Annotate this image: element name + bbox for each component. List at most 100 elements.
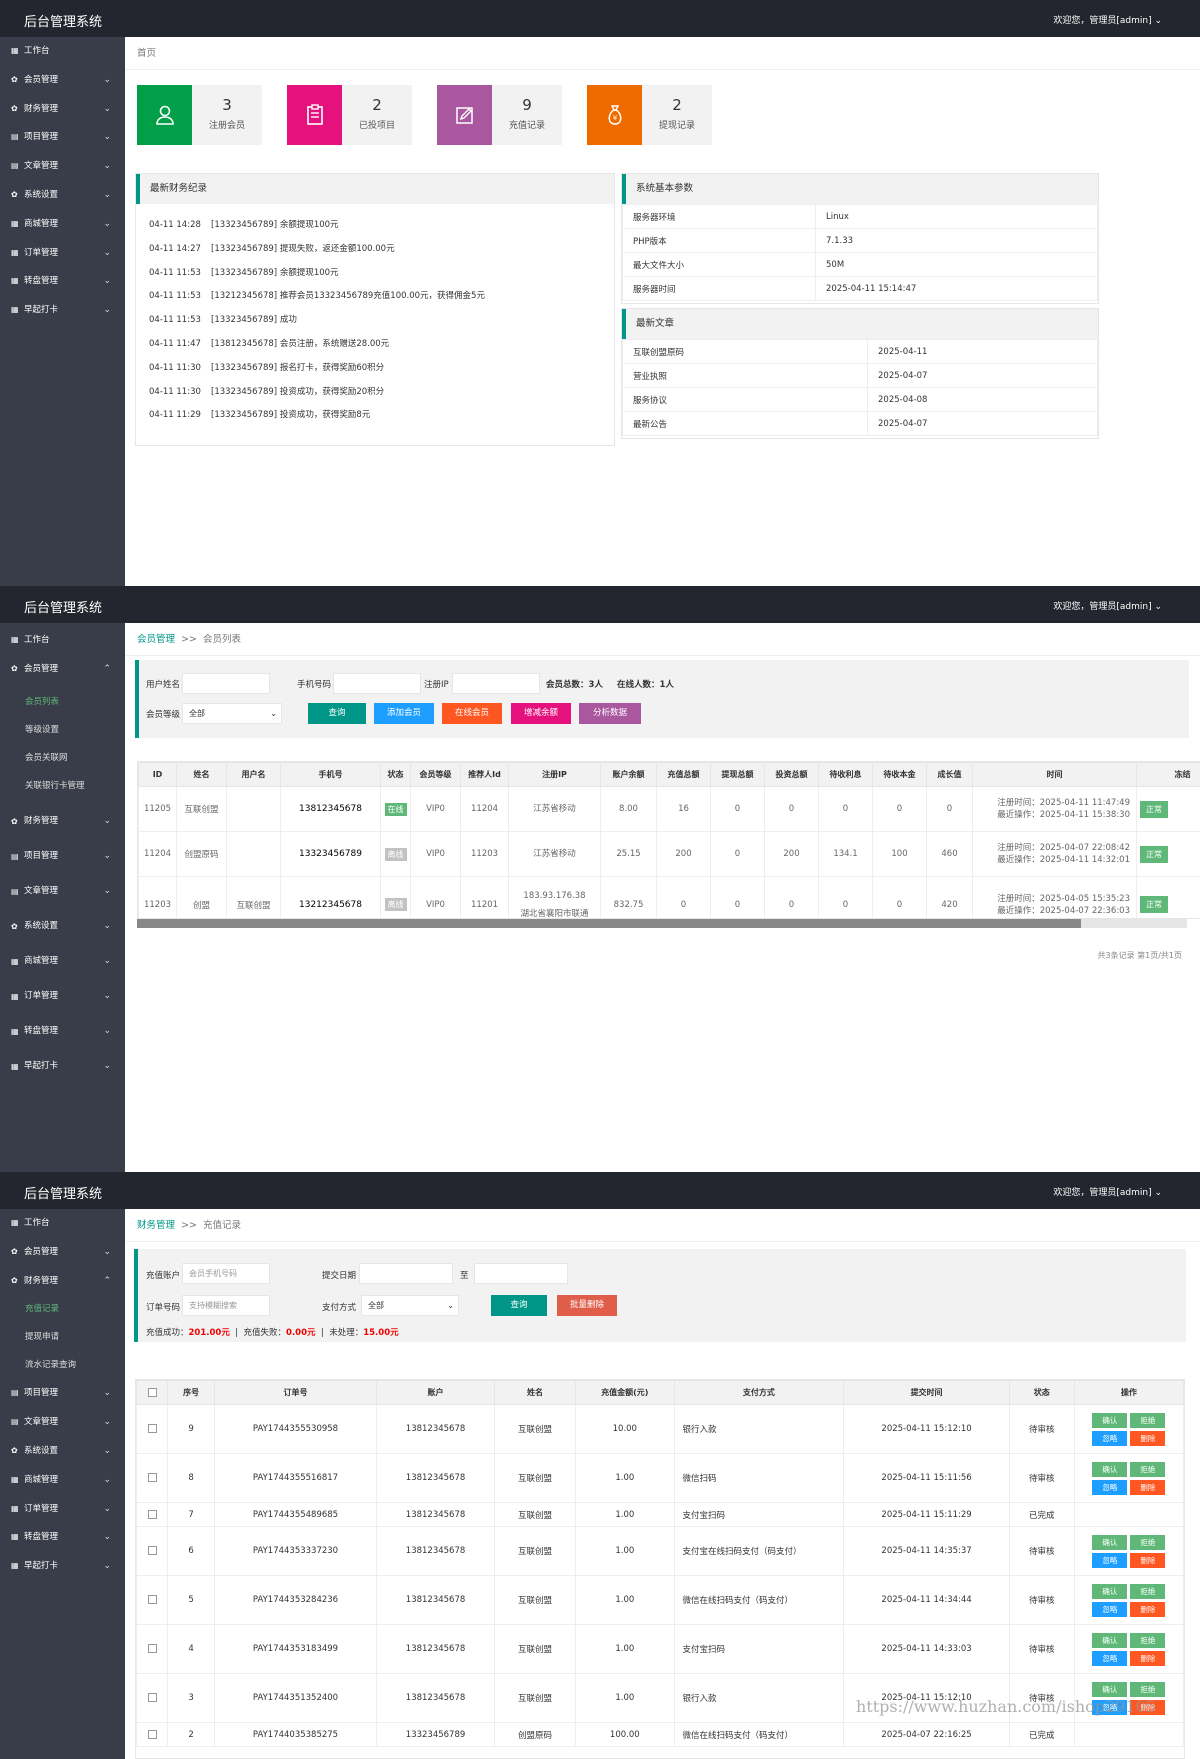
phone-input[interactable] [333, 673, 421, 694]
user-menu[interactable]: 欢迎您，管理员[admin] ⌄ [1053, 16, 1162, 26]
row-checkbox[interactable] [147, 1424, 157, 1433]
ignore-button[interactable]: 忽略 [1092, 1601, 1128, 1617]
nav-project[interactable]: ▤ 项目管理 ⌄ [0, 123, 125, 152]
reject-button[interactable]: 拒绝 [1130, 1461, 1166, 1477]
nav-workbench[interactable]: ▦ 工作台 [0, 37, 125, 66]
nav-mall[interactable]: ▦ 商城管理 ⌄ [0, 1466, 125, 1495]
nav-checkin[interactable]: ▦ 早起打卡 ⌄ [0, 296, 125, 325]
online-members-button[interactable]: 在线会员 [442, 703, 502, 724]
sub-member-network[interactable]: 会员关联网 [25, 752, 68, 763]
row-checkbox[interactable] [147, 1546, 157, 1555]
ignore-button[interactable]: 忽略 [1092, 1650, 1128, 1666]
delete-button[interactable]: 删除 [1130, 1699, 1166, 1715]
nav-member[interactable]: ✿ 会员管理 ⌃ [0, 655, 125, 684]
sub-bank-cards[interactable]: 关联银行卡管理 [25, 780, 85, 791]
level-select[interactable]: 全部 ⌄ [182, 703, 282, 724]
breadcrumb-home[interactable]: 首页 [137, 48, 157, 59]
user-menu[interactable]: 欢迎您，管理员[admin] ⌄ [1053, 602, 1162, 612]
row-checkbox[interactable] [147, 1729, 157, 1739]
query-button[interactable]: 查询 [491, 1295, 547, 1316]
reject-button[interactable]: 拒绝 [1130, 1534, 1166, 1550]
nav-system[interactable]: ✿ 系统设置 ⌄ [0, 1437, 125, 1466]
freeze-toggle[interactable]: 正常 [1140, 800, 1168, 818]
order-input[interactable]: 支持模糊搜索 [182, 1295, 270, 1316]
nav-finance[interactable]: ✿ 财务管理 ⌄ [0, 95, 125, 124]
reject-button[interactable]: 拒绝 [1130, 1681, 1166, 1697]
delete-button[interactable]: 删除 [1130, 1552, 1166, 1568]
kv-key[interactable]: 服务协议 [622, 387, 868, 412]
nav-checkin[interactable]: ▦ 早起打卡 ⌄ [0, 1552, 125, 1581]
nav-workbench[interactable]: ▦ 工作台 [0, 1209, 125, 1238]
date-end-input[interactable] [474, 1263, 568, 1284]
stat-card-projects[interactable]: 2 已投项目 [287, 85, 412, 145]
user-menu[interactable]: 欢迎您，管理员[admin] ⌄ [1053, 1188, 1162, 1198]
breadcrumb-member[interactable]: 会员管理 [137, 634, 176, 645]
nav-order[interactable]: ▦ 订单管理 ⌄ [0, 239, 125, 268]
ignore-button[interactable]: 忽略 [1092, 1552, 1128, 1568]
nav-article[interactable]: ▤ 文章管理 ⌄ [0, 152, 125, 181]
username-input[interactable] [182, 673, 270, 694]
nav-project[interactable]: ▤ 项目管理 ⌄ [0, 839, 125, 874]
nav-mall[interactable]: ▦ 商城管理 ⌄ [0, 210, 125, 239]
delete-button[interactable]: 删除 [1130, 1479, 1166, 1495]
nav-wheel[interactable]: ▦ 转盘管理 ⌄ [0, 1523, 125, 1552]
nav-workbench[interactable]: ▦ 工作台 [0, 626, 125, 655]
confirm-button[interactable]: 确认 [1092, 1534, 1128, 1550]
nav-order[interactable]: ▦ 订单管理 ⌄ [0, 979, 125, 1014]
nav-article[interactable]: ▤ 文章管理 ⌄ [0, 874, 125, 909]
reject-button[interactable]: 拒绝 [1130, 1632, 1166, 1648]
confirm-button[interactable]: 确认 [1092, 1583, 1128, 1599]
batch-delete-button[interactable]: 批量删除 [557, 1295, 617, 1316]
stat-card-withdraw[interactable]: ¥ 2 提现记录 [587, 85, 712, 145]
freeze-toggle[interactable]: 正常 [1140, 845, 1168, 863]
nav-member[interactable]: ✿ 会员管理 ⌄ [0, 66, 125, 95]
ignore-button[interactable]: 忽略 [1092, 1479, 1128, 1495]
add-member-button[interactable]: 添加会员 [374, 703, 434, 724]
kv-key[interactable]: 最新公告 [622, 411, 868, 436]
row-checkbox[interactable] [147, 1509, 157, 1519]
adjust-balance-button[interactable]: 增减余额 [511, 703, 571, 724]
scrollbar-thumb[interactable] [137, 919, 1081, 928]
kv-key[interactable]: 互联创盟原码 [622, 339, 868, 364]
confirm-button[interactable]: 确认 [1092, 1681, 1128, 1697]
nav-wheel[interactable]: ▦ 转盘管理 ⌄ [0, 1014, 125, 1049]
stat-card-members[interactable]: 3 注册会员 [137, 85, 262, 145]
nav-finance[interactable]: ✿ 财务管理 ⌄ [0, 804, 125, 839]
nav-system[interactable]: ✿ 系统设置 ⌄ [0, 909, 125, 944]
query-button[interactable]: 查询 [308, 703, 366, 724]
account-input[interactable]: 会员手机号码 [182, 1263, 270, 1284]
stat-card-recharge[interactable]: 9 充值记录 [437, 85, 562, 145]
horizontal-scrollbar[interactable] [137, 919, 1187, 928]
nav-finance[interactable]: ✿ 财务管理 ⌃ [0, 1267, 125, 1296]
select-all-checkbox[interactable] [147, 1388, 157, 1397]
freeze-toggle[interactable]: 正常 [1140, 896, 1168, 913]
nav-article[interactable]: ▤ 文章管理 ⌄ [0, 1408, 125, 1437]
sub-level-settings[interactable]: 等级设置 [25, 724, 60, 735]
confirm-button[interactable]: 确认 [1092, 1632, 1128, 1648]
nav-member[interactable]: ✿ 会员管理 ⌄ [0, 1238, 125, 1267]
sub-recharge-records[interactable]: 充值记录 [25, 1304, 60, 1315]
sub-member-list[interactable]: 会员列表 [25, 696, 60, 707]
ignore-button[interactable]: 忽略 [1092, 1430, 1128, 1446]
date-start-input[interactable] [359, 1263, 453, 1284]
confirm-button[interactable]: 确认 [1092, 1412, 1128, 1428]
delete-button[interactable]: 删除 [1130, 1601, 1166, 1617]
nav-wheel[interactable]: ▦ 转盘管理 ⌄ [0, 267, 125, 296]
row-checkbox[interactable] [147, 1693, 157, 1702]
pay-method-select[interactable]: 全部 ⌄ [361, 1295, 459, 1316]
analysis-button[interactable]: 分析数据 [579, 703, 641, 724]
nav-project[interactable]: ▤ 项目管理 ⌄ [0, 1379, 125, 1408]
delete-button[interactable]: 删除 [1130, 1430, 1166, 1446]
row-checkbox[interactable] [147, 1644, 157, 1653]
row-checkbox[interactable] [147, 1473, 157, 1482]
ip-input[interactable] [452, 673, 540, 694]
reject-button[interactable]: 拒绝 [1130, 1412, 1166, 1428]
nav-system[interactable]: ✿ 系统设置 ⌄ [0, 181, 125, 210]
breadcrumb-finance[interactable]: 财务管理 [137, 1220, 176, 1231]
reject-button[interactable]: 拒绝 [1130, 1583, 1166, 1599]
row-checkbox[interactable] [147, 1595, 157, 1604]
sub-withdraw-requests[interactable]: 提现申请 [25, 1332, 60, 1343]
sub-flow-records[interactable]: 流水记录查询 [25, 1360, 77, 1371]
confirm-button[interactable]: 确认 [1092, 1461, 1128, 1477]
nav-checkin[interactable]: ▦ 早起打卡 ⌄ [0, 1049, 125, 1084]
